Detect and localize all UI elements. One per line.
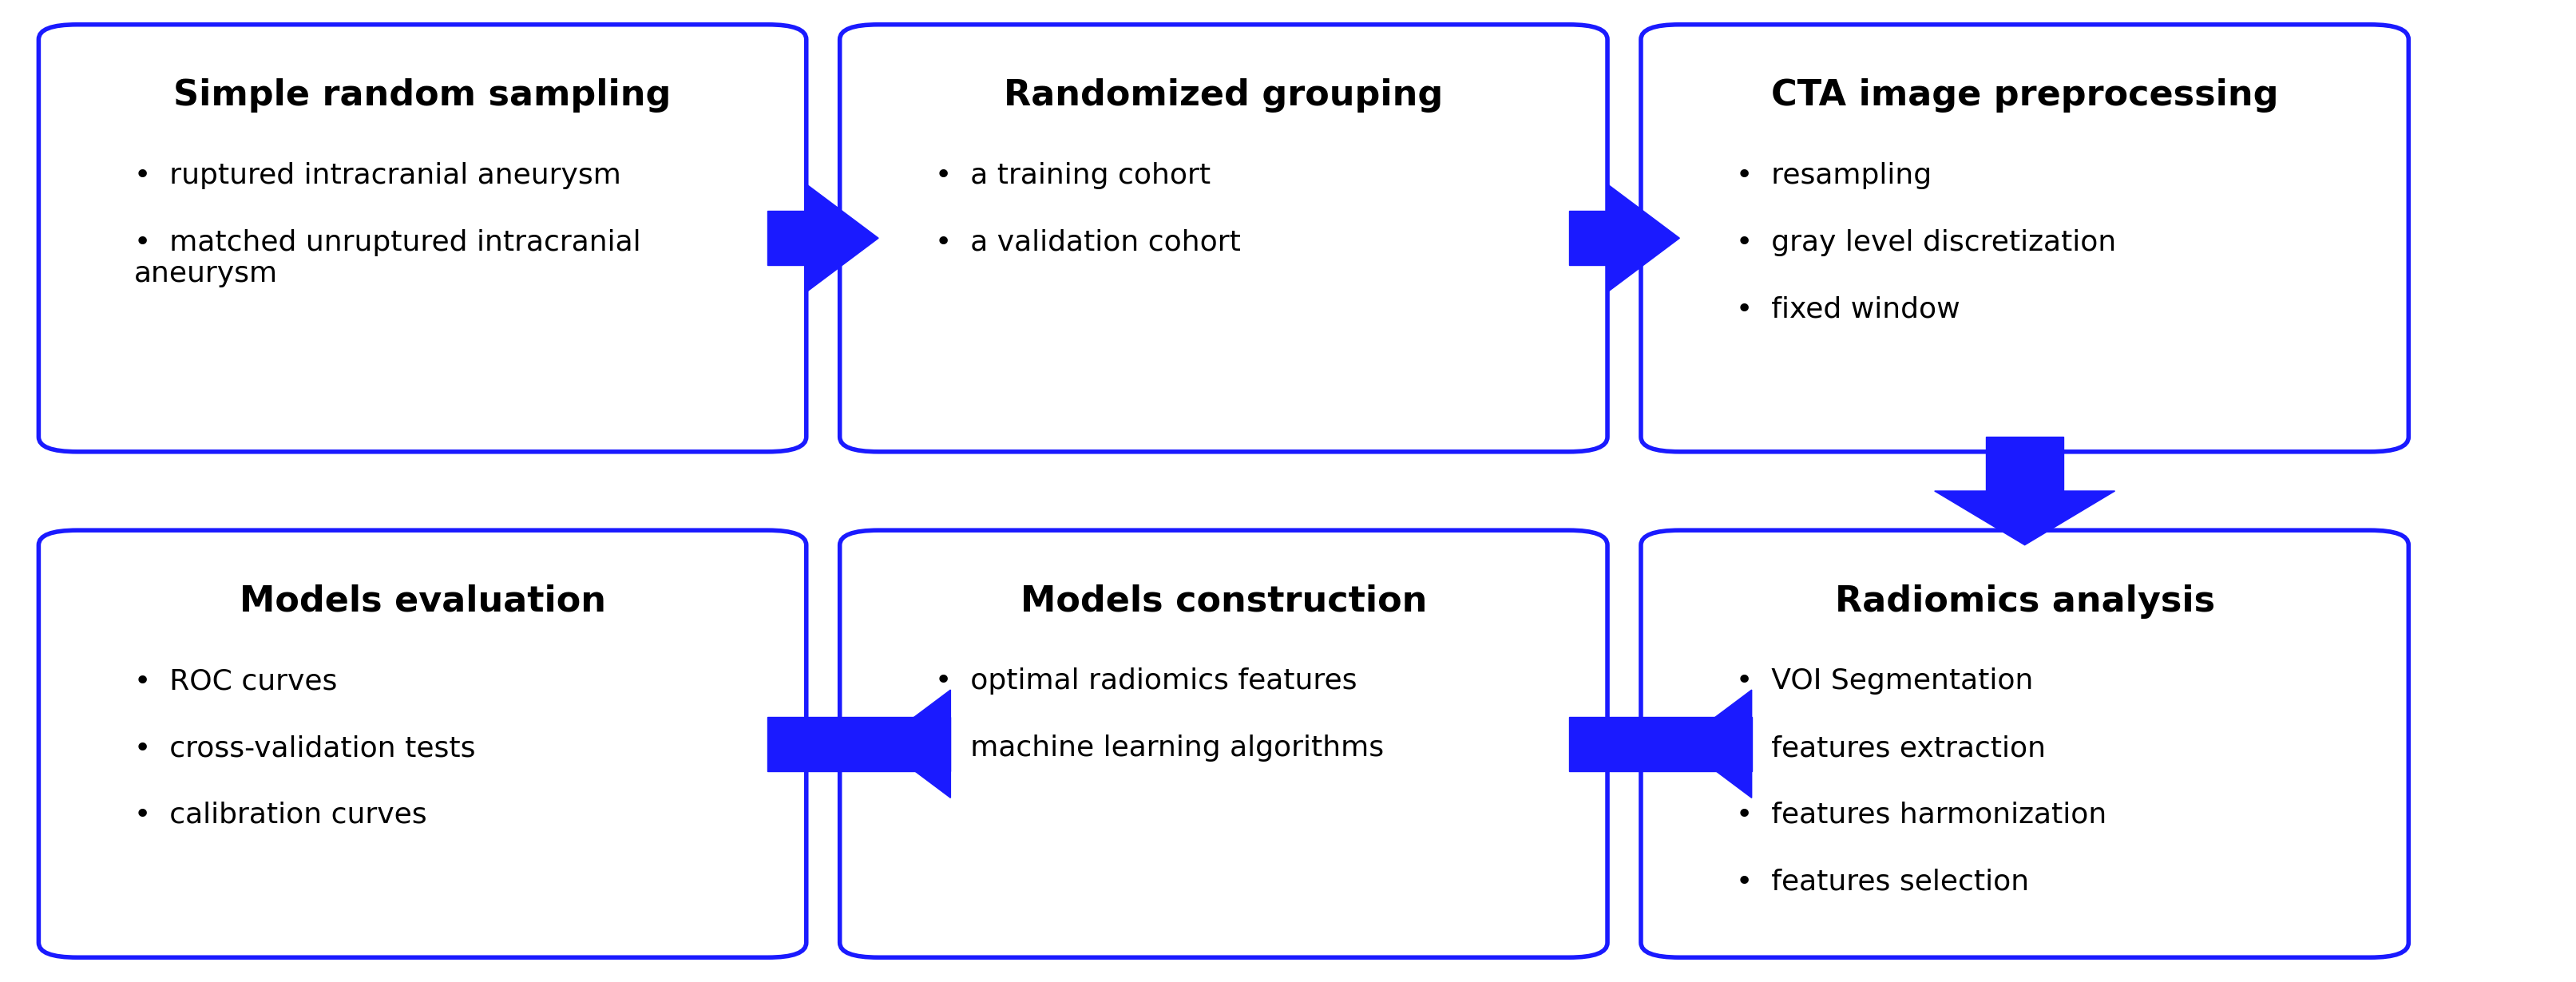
Bar <box>768 211 806 265</box>
Text: •  features harmonization: • features harmonization <box>1736 801 2107 829</box>
Text: Radiomics analysis: Radiomics analysis <box>1834 584 2215 619</box>
Polygon shape <box>806 185 878 293</box>
Text: •  cross-validation tests: • cross-validation tests <box>134 735 477 762</box>
Text: •  a validation cohort: • a validation cohort <box>935 229 1242 256</box>
Polygon shape <box>1680 689 1752 797</box>
Bar <box>1986 437 2063 491</box>
Text: •  gray level discretization: • gray level discretization <box>1736 229 2117 256</box>
Bar <box>768 717 951 771</box>
FancyBboxPatch shape <box>39 530 806 957</box>
FancyBboxPatch shape <box>1641 25 2409 452</box>
Text: •  ROC curves: • ROC curves <box>134 668 337 695</box>
Bar <box>1569 717 1752 771</box>
FancyBboxPatch shape <box>39 25 806 452</box>
Text: •  fixed window: • fixed window <box>1736 296 1960 323</box>
Text: •  VOI Segmentation: • VOI Segmentation <box>1736 668 2032 695</box>
Text: Simple random sampling: Simple random sampling <box>173 79 672 113</box>
Text: •  matched unruptured intracranial
aneurysm: • matched unruptured intracranial aneury… <box>134 229 641 288</box>
Polygon shape <box>878 689 951 797</box>
Text: Models construction: Models construction <box>1020 584 1427 619</box>
Text: •  optimal radiomics features: • optimal radiomics features <box>935 668 1358 695</box>
Text: •  features selection: • features selection <box>1736 868 2030 896</box>
Text: •  a training cohort: • a training cohort <box>935 162 1211 190</box>
Polygon shape <box>1935 491 2115 545</box>
Text: Randomized grouping: Randomized grouping <box>1005 79 1443 113</box>
FancyBboxPatch shape <box>840 530 1607 957</box>
Text: •  ruptured intracranial aneurysm: • ruptured intracranial aneurysm <box>134 162 621 190</box>
FancyBboxPatch shape <box>840 25 1607 452</box>
Text: Models evaluation: Models evaluation <box>240 584 605 619</box>
Bar <box>1569 211 1607 265</box>
Text: •  resampling: • resampling <box>1736 162 1932 190</box>
Text: •  features extraction: • features extraction <box>1736 735 2045 762</box>
Text: CTA image preprocessing: CTA image preprocessing <box>1772 79 2277 113</box>
FancyBboxPatch shape <box>1641 530 2409 957</box>
Text: •  machine learning algorithms: • machine learning algorithms <box>935 735 1383 762</box>
Polygon shape <box>1607 185 1680 293</box>
Text: •  calibration curves: • calibration curves <box>134 801 428 829</box>
